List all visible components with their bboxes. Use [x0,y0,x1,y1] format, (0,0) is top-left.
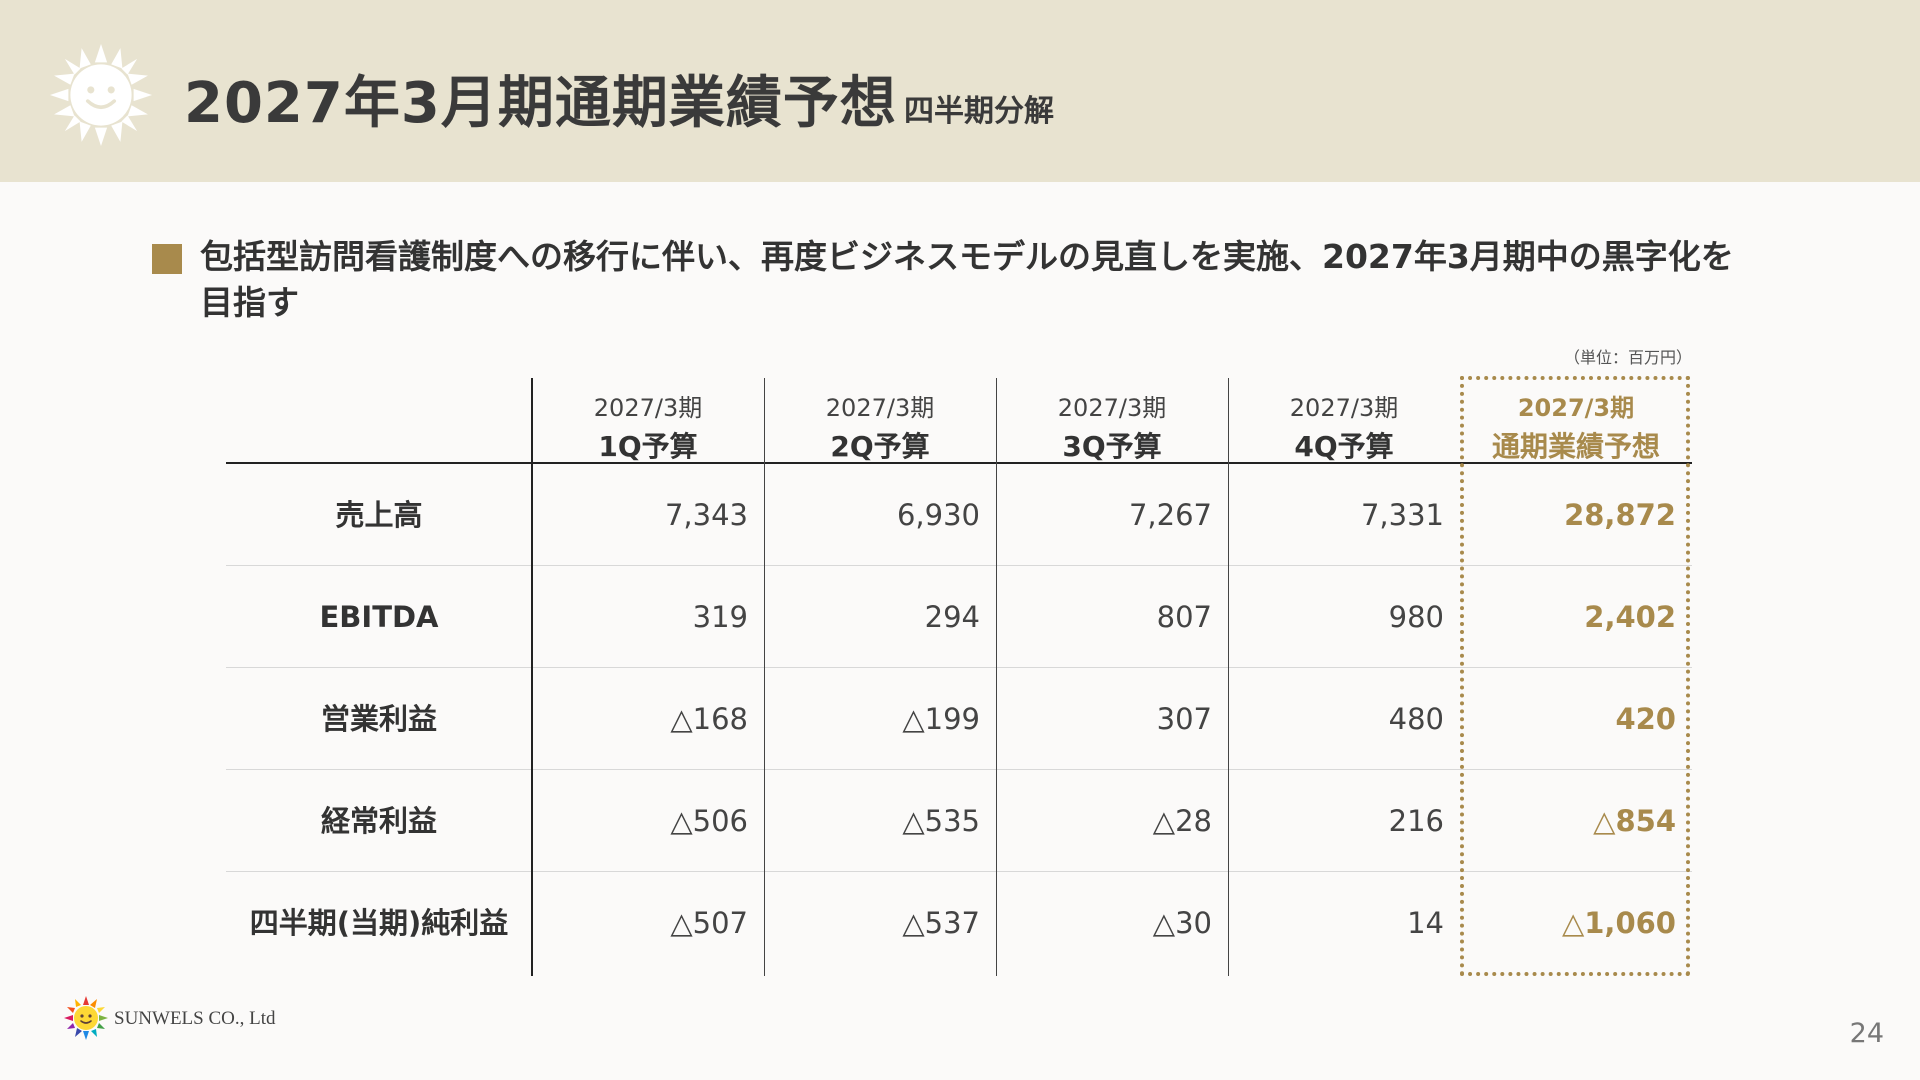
row-label: 売上高 [335,498,423,532]
lead-text: 包括型訪問看護制度への移行に伴い、再度ビジネスモデルの見直しを実施、2027年3… [200,237,1734,322]
table-cell: △535 [902,804,980,838]
table-cell: △168 [670,702,748,736]
column-period: 2027/3期 [593,394,703,422]
column-period: 2027/3期 [1057,394,1167,422]
column-period: 2027/3期 [825,394,935,422]
table-cell: 6,930 [896,498,980,532]
table-cell: 307 [1156,702,1212,736]
table-row: EBITDA 319 294 807 980 2,402 [226,566,1692,668]
header-band: 2027年3月期通期業績予想 四半期分解 [0,0,1920,182]
column-period: 2027/3期 [1289,394,1399,422]
row-label: 四半期(当期)純利益 [249,906,509,940]
table-cell: 294 [924,600,980,634]
row-label: EBITDA [319,600,439,634]
table-cell: △199 [902,702,980,736]
page-subtitle: 四半期分解 [904,94,1054,129]
column-divider [764,378,765,976]
column-period: 2027/3期 [1517,394,1635,422]
table-cell: 7,267 [1128,498,1212,532]
table-row: 営業利益 △168 △199 307 480 420 [226,668,1692,770]
table-cell-highlight: △1,060 [1561,906,1676,940]
column-header-1q: 2027/3期 1Q予算 [532,378,764,464]
table-cell-highlight: 420 [1615,702,1676,736]
page-title: 2027年3月期通期業績予想 [184,71,897,136]
sun-face-icon [50,44,152,146]
table-row: 経常利益 △506 △535 △28 216 △854 [226,770,1692,872]
forecast-table: 2027/3期 1Q予算 2027/3期 2Q予算 2027/3期 3Q予算 2… [226,376,1692,976]
table-cell: △28 [1152,804,1212,838]
table-cell: 980 [1388,600,1444,634]
table-cell: △537 [902,906,980,940]
column-header-4q: 2027/3期 4Q予算 [1228,378,1460,464]
table-cell: △506 [670,804,748,838]
column-header-full-year: 2027/3期 通期業績予想 [1460,378,1692,464]
table-cell-highlight: 28,872 [1564,498,1676,532]
column-divider [996,378,997,976]
table-cell-highlight: 2,402 [1584,600,1676,634]
column-divider [531,378,533,976]
table-header: 2027/3期 1Q予算 2027/3期 2Q予算 2027/3期 3Q予算 2… [226,378,1692,464]
column-label: 1Q予算 [598,430,698,463]
table-cell: 480 [1388,702,1444,736]
table-cell: 807 [1156,600,1212,634]
sunwels-logo-icon [64,996,108,1040]
column-header-3q: 2027/3期 3Q予算 [996,378,1228,464]
table-cell: 7,343 [664,498,748,532]
table-cell-highlight: △854 [1593,804,1676,838]
row-label: 経常利益 [320,804,437,838]
square-bullet-icon [152,244,182,274]
table-cell: △507 [670,906,748,940]
company-name: SUNWELS CO., Ltd [114,1008,276,1029]
page-number: 24 [1849,1018,1884,1049]
column-label: 通期業績予想 [1491,430,1660,463]
table-cell: 319 [692,600,748,634]
table-cell: 14 [1407,906,1444,940]
column-divider [1228,378,1229,976]
table-cell: 7,331 [1360,498,1444,532]
table-row: 売上高 7,343 6,930 7,267 7,331 28,872 [226,464,1692,566]
table-cell: 216 [1388,804,1444,838]
unit-note: （単位：百万円） [1563,348,1692,367]
column-label: 2Q予算 [830,430,930,463]
column-label: 3Q予算 [1062,430,1162,463]
table-cell: △30 [1152,906,1212,940]
row-label: 営業利益 [320,702,437,736]
table-row: 四半期(当期)純利益 △507 △537 △30 14 △1,060 [226,872,1692,974]
column-header-2q: 2027/3期 2Q予算 [764,378,996,464]
column-label: 4Q予算 [1294,430,1394,463]
